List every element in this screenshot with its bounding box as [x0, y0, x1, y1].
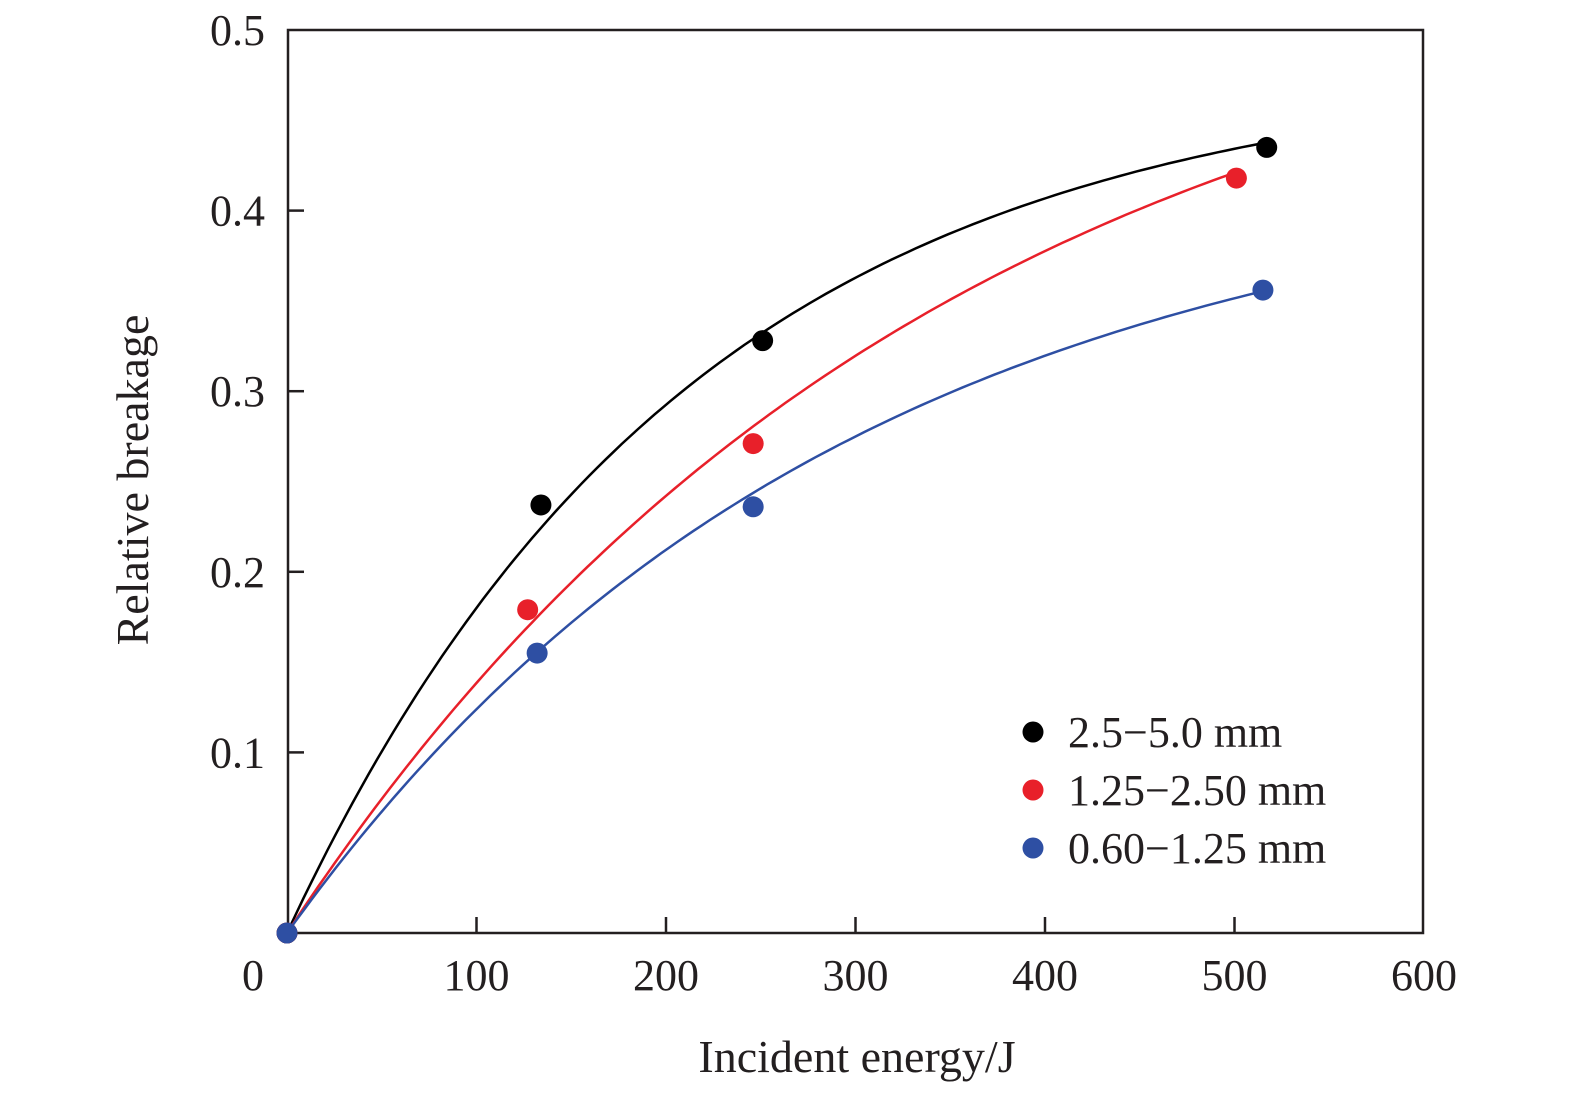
- x-tick-label: 0: [242, 951, 264, 1000]
- data-point: [526, 642, 548, 664]
- data-point: [1252, 279, 1274, 301]
- data-point: [276, 922, 298, 944]
- legend-marker: [1022, 779, 1044, 801]
- fit-curves: [285, 141, 1267, 934]
- data-point: [517, 599, 539, 621]
- x-tick-label: 400: [1012, 951, 1078, 1000]
- data-point: [752, 330, 774, 352]
- data-point: [1225, 167, 1247, 189]
- x-tick-label: 600: [1391, 951, 1457, 1000]
- x-axis-title: Incident energy/J: [698, 1031, 1015, 1082]
- legend-marker: [1022, 721, 1044, 743]
- data-point: [530, 494, 552, 516]
- axes: 0 100 200 300 400 500 600 0.1 0.2 0.3 0.4 0.5: [210, 6, 1457, 1000]
- y-tick-label: 0.4: [210, 187, 265, 236]
- fit-curve: [285, 289, 1264, 934]
- data-points: [276, 136, 1278, 944]
- fit-curve: [285, 141, 1267, 934]
- legend-label: 1.25−2.50 mm: [1068, 766, 1326, 815]
- legend: 2.5−5.0 mm 1.25−2.50 mm 0.60−1.25 mm: [1022, 708, 1326, 873]
- legend-label: 0.60−1.25 mm: [1068, 824, 1326, 873]
- data-point: [1256, 136, 1278, 158]
- legend-marker: [1022, 837, 1044, 859]
- data-point: [742, 433, 764, 455]
- y-axis-title: Relative breakage: [107, 315, 158, 646]
- y-tick-label: 0.5: [210, 6, 265, 55]
- fit-curve: [285, 170, 1237, 934]
- x-tick-label: 200: [633, 951, 699, 1000]
- x-tick-label: 500: [1202, 951, 1268, 1000]
- y-tick-label: 0.3: [210, 367, 265, 416]
- x-tick-label: 100: [444, 951, 510, 1000]
- y-tick-label: 0.1: [210, 728, 265, 777]
- x-tick-label: 300: [823, 951, 889, 1000]
- y-tick-label: 0.2: [210, 548, 265, 597]
- data-point: [742, 496, 764, 518]
- legend-label: 2.5−5.0 mm: [1068, 708, 1282, 757]
